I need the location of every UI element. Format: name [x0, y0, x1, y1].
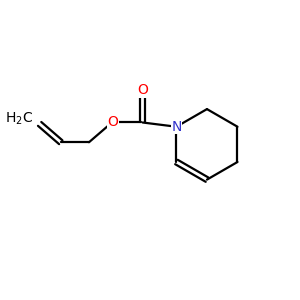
Text: O: O — [137, 83, 148, 97]
Text: N: N — [171, 120, 182, 134]
Text: H$_2$C: H$_2$C — [5, 111, 33, 127]
Text: O: O — [107, 116, 118, 130]
